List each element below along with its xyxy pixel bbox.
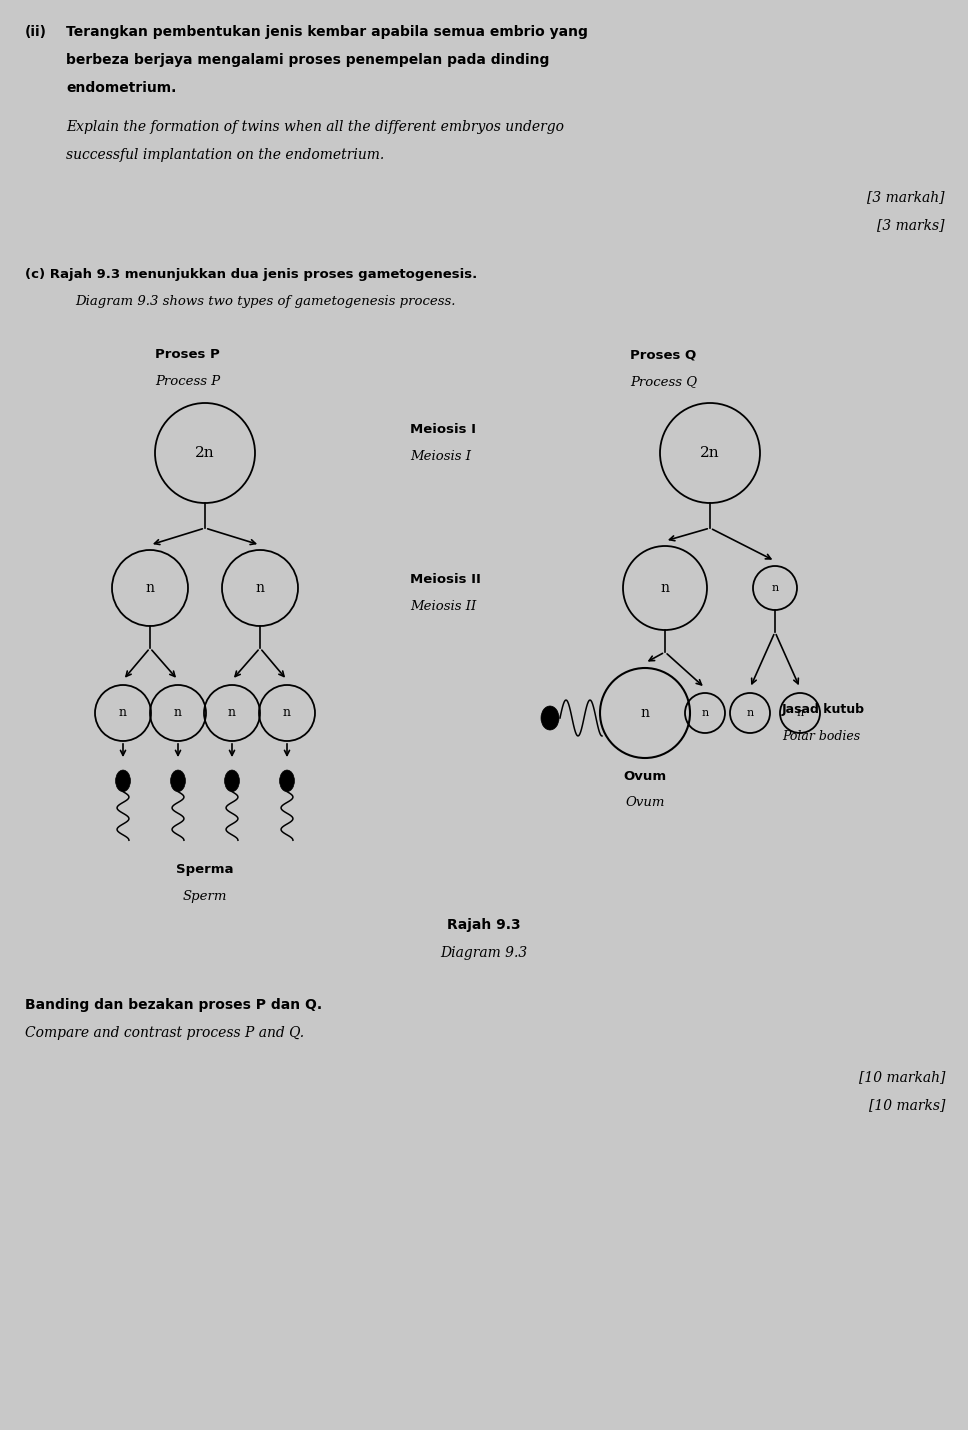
Text: n: n	[641, 706, 650, 719]
Text: Sperm: Sperm	[183, 889, 227, 902]
Text: Diagram 9.3 shows two types of gametogenesis process.: Diagram 9.3 shows two types of gametogen…	[75, 295, 456, 307]
Text: n: n	[145, 581, 155, 595]
Text: n: n	[746, 708, 754, 718]
Ellipse shape	[541, 706, 559, 729]
Text: n: n	[228, 706, 236, 719]
Text: Meiosis I: Meiosis I	[410, 450, 471, 463]
Text: Ovum: Ovum	[625, 797, 665, 809]
Text: n: n	[174, 706, 182, 719]
Ellipse shape	[170, 769, 186, 792]
Text: Process P: Process P	[155, 375, 220, 388]
Text: [10 markah]: [10 markah]	[859, 1070, 945, 1084]
Text: n: n	[119, 706, 127, 719]
Text: Sperma: Sperma	[176, 862, 233, 877]
Text: Meiosis II: Meiosis II	[410, 601, 476, 613]
Text: Rajah 9.3: Rajah 9.3	[447, 918, 521, 932]
Text: endometrium.: endometrium.	[66, 82, 176, 94]
Text: Terangkan pembentukan jenis kembar apabila semua embrio yang: Terangkan pembentukan jenis kembar apabi…	[66, 24, 588, 39]
Text: Proses Q: Proses Q	[630, 347, 696, 360]
Text: Process Q: Process Q	[630, 375, 697, 388]
Text: Meiosis I: Meiosis I	[410, 423, 476, 436]
Text: Meiosis II: Meiosis II	[410, 573, 481, 586]
Text: [10 marks]: [10 marks]	[868, 1098, 945, 1113]
Text: successful implantation on the endometrium.: successful implantation on the endometri…	[66, 147, 384, 162]
Text: Explain the formation of twins when all the different embryos undergo: Explain the formation of twins when all …	[66, 120, 564, 134]
Text: (c) Rajah 9.3 menunjukkan dua jenis proses gametogenesis.: (c) Rajah 9.3 menunjukkan dua jenis pros…	[25, 267, 477, 282]
Text: n: n	[702, 708, 709, 718]
Ellipse shape	[225, 769, 239, 792]
Text: [3 marks]: [3 marks]	[878, 217, 945, 232]
Text: [3 markah]: [3 markah]	[867, 190, 945, 204]
Text: n: n	[797, 708, 803, 718]
Text: (ii): (ii)	[25, 24, 47, 39]
Text: Polar bodies: Polar bodies	[782, 729, 861, 744]
Text: Ovum: Ovum	[623, 769, 667, 784]
Text: n: n	[283, 706, 291, 719]
Text: berbeza berjaya mengalami proses penempelan pada dinding: berbeza berjaya mengalami proses penempe…	[66, 53, 550, 67]
Text: n: n	[771, 583, 778, 593]
Text: Jasad kutub: Jasad kutub	[782, 704, 865, 716]
Text: Proses P: Proses P	[155, 347, 220, 360]
Text: Compare and contrast process P and Q.: Compare and contrast process P and Q.	[25, 1025, 304, 1040]
Text: 2n: 2n	[700, 446, 720, 460]
Text: Banding dan bezakan proses P dan Q.: Banding dan bezakan proses P dan Q.	[25, 998, 322, 1012]
Ellipse shape	[280, 769, 294, 792]
Text: 2n: 2n	[196, 446, 215, 460]
Text: n: n	[660, 581, 670, 595]
Text: n: n	[256, 581, 264, 595]
Text: Diagram 9.3: Diagram 9.3	[440, 947, 528, 960]
Ellipse shape	[115, 769, 131, 792]
